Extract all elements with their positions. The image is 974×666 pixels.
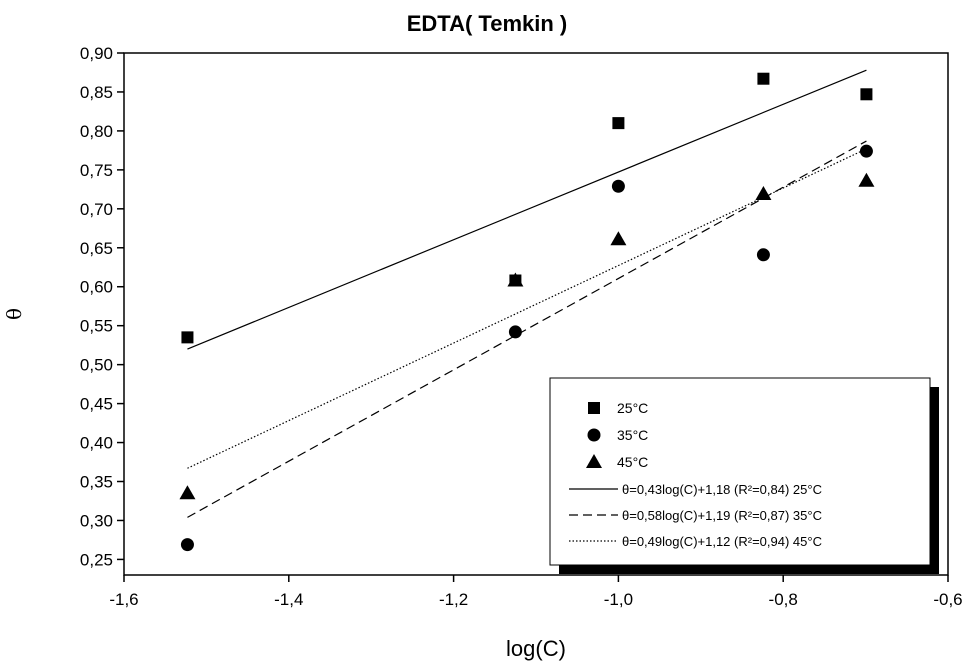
legend-marker-triangle (586, 454, 602, 468)
x-tick-label: -1,4 (274, 590, 303, 609)
legend: 25°C 35°C 45°C θ=0,43log(C)+1,18 (R²=0,84) … (549, 377, 939, 574)
y-tick-label: 0,85 (80, 83, 113, 102)
y-tick-label: 0,70 (80, 200, 113, 219)
x-tick-label: -1,2 (439, 590, 468, 609)
x-tick-label: -1,6 (109, 590, 138, 609)
legend-box (549, 377, 931, 566)
x-axis-label: log(C) (506, 636, 566, 661)
point-triangle-1 (179, 485, 196, 500)
legend-marker-square (588, 402, 600, 414)
legend-fit-label: θ=0,43log(C)+1,18 (R²=0,84) 25°C (622, 482, 822, 497)
data-points (179, 72, 875, 552)
legend-marker-circle (587, 428, 601, 442)
point-triangle-5 (858, 172, 875, 187)
fit-line-1 (187, 69, 867, 350)
y-axis: 0,25 0,30 0,35 0,40 0,45 0,50 0,55 0,60 0,65 0,70… (80, 44, 124, 569)
point-square-3 (612, 117, 625, 130)
legend-label: 25°C (617, 400, 648, 416)
legend-label: 45°C (617, 454, 648, 470)
point-circle-1 (180, 538, 194, 552)
y-tick-label: 0,40 (80, 434, 113, 453)
point-circle-4 (756, 248, 770, 262)
y-tick-label: 0,45 (80, 395, 113, 414)
y-tick-label: 0,30 (80, 511, 113, 530)
point-circle-5 (859, 144, 873, 158)
y-tick-label: 0,60 (80, 278, 113, 297)
x-tick-label: -1,0 (604, 590, 633, 609)
x-axis: -1,6 -1,4 -1,2 -1,0 -0,8 -0,6 (109, 575, 963, 609)
fit-lines (187, 69, 867, 518)
y-tick-label: 0,65 (80, 239, 113, 258)
legend-label: 35°C (617, 427, 648, 443)
point-square-5 (860, 88, 873, 101)
y-tick-label: 0,25 (80, 550, 113, 569)
fit-line-3 (187, 148, 867, 469)
x-tick-label: -0,6 (933, 590, 962, 609)
y-tick-label: 0,50 (80, 356, 113, 375)
legend-fit-label: θ=0,58log(C)+1,19 (R²=0,87) 35°C (622, 508, 822, 523)
point-triangle-2 (507, 272, 524, 287)
point-circle-2 (508, 325, 522, 339)
y-tick-label: 0,80 (80, 122, 113, 141)
y-axis-label: θ (2, 308, 26, 320)
plot-frame (123, 52, 949, 576)
point-square-4 (757, 72, 770, 85)
point-square-1 (181, 331, 194, 344)
point-triangle-4 (755, 186, 772, 201)
y-tick-label: 0,55 (80, 317, 113, 336)
y-tick-label: 0,90 (80, 44, 113, 63)
y-tick-label: 0,75 (80, 161, 113, 180)
chart-title: EDTA( Temkin ) (407, 11, 568, 36)
x-tick-label: -0,8 (769, 590, 798, 609)
y-tick-label: 0,35 (80, 473, 113, 492)
point-triangle-3 (610, 231, 627, 246)
fit-line-2 (187, 140, 867, 518)
point-circle-3 (611, 179, 625, 193)
legend-fit-label: θ=0,49log(C)+1,12 (R²=0,94) 45°C (622, 534, 822, 549)
